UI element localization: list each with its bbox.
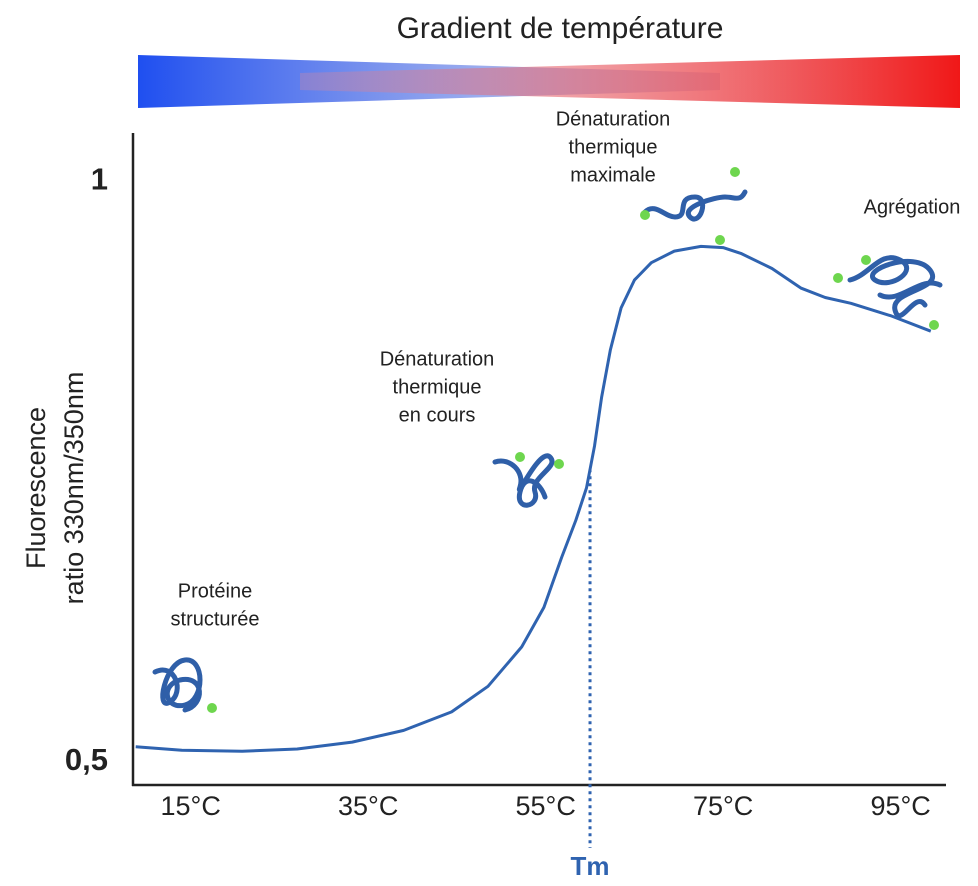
annotation: thermique xyxy=(569,136,658,158)
temperature-gradient-bar xyxy=(138,55,960,108)
tm-label: Tm xyxy=(571,851,610,881)
annotation: structurée xyxy=(171,608,260,630)
x-tick-label: 55°C xyxy=(515,791,575,821)
y-axis-label-line: Fluorescence xyxy=(21,407,51,569)
x-tick-label: 95°C xyxy=(870,791,930,821)
annotation: en cours xyxy=(399,404,476,426)
x-tick-label: 75°C xyxy=(693,791,753,821)
annotation: thermique xyxy=(393,376,482,398)
protein-icon-dots xyxy=(207,167,939,713)
chart-title: Gradient de température xyxy=(397,12,724,45)
axes xyxy=(131,133,946,787)
annotation: maximale xyxy=(570,164,656,186)
y-axis-label-line: ratio 330nm/350nm xyxy=(59,372,89,605)
annotation: Dénaturation xyxy=(556,108,671,130)
x-tick-label: 15°C xyxy=(161,791,221,821)
x-tick-label: 35°C xyxy=(338,791,398,821)
y-tick-label: 0,5 xyxy=(65,742,108,777)
annotation: Agrégation xyxy=(864,196,961,218)
y-tick-label: 1 xyxy=(91,162,108,197)
y-axis-label: Fluorescence ratio 330nm/350nm xyxy=(21,372,89,605)
annotation: Protéine xyxy=(178,580,253,602)
protein-icons xyxy=(152,189,943,713)
annotation: Dénaturation xyxy=(380,348,495,370)
line xyxy=(135,244,932,753)
